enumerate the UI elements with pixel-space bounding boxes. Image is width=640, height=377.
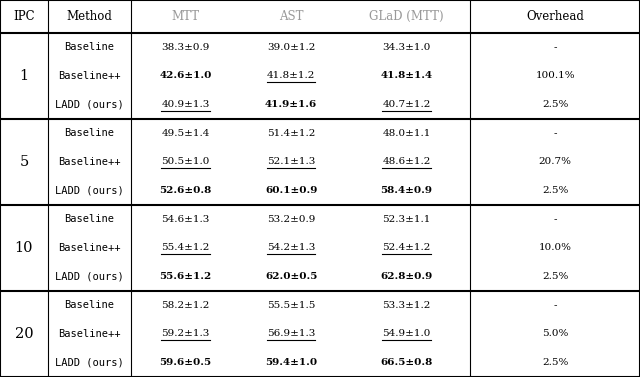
Text: Baseline++: Baseline++ [58, 243, 121, 253]
Text: 20.7%: 20.7% [539, 157, 572, 166]
Text: Baseline: Baseline [65, 128, 115, 138]
Text: 53.3±1.2: 53.3±1.2 [382, 301, 431, 310]
Text: Baseline++: Baseline++ [58, 157, 121, 167]
Text: Baseline: Baseline [65, 300, 115, 310]
Text: 52.3±1.1: 52.3±1.1 [382, 215, 431, 224]
Text: 53.2±0.9: 53.2±0.9 [267, 215, 316, 224]
Text: LADD (ours): LADD (ours) [55, 185, 124, 196]
Text: Method: Method [67, 10, 113, 23]
Text: Baseline: Baseline [65, 214, 115, 224]
Text: 59.2±1.3: 59.2±1.3 [161, 329, 210, 339]
Text: -: - [554, 215, 557, 224]
Text: 51.4±1.2: 51.4±1.2 [267, 129, 316, 138]
Text: 34.3±1.0: 34.3±1.0 [382, 43, 431, 52]
Text: 52.6±0.8: 52.6±0.8 [159, 186, 212, 195]
Text: 2.5%: 2.5% [542, 272, 568, 281]
Text: 48.6±1.2: 48.6±1.2 [382, 157, 431, 166]
Text: 5.0%: 5.0% [542, 329, 568, 339]
Text: 54.6±1.3: 54.6±1.3 [161, 215, 210, 224]
Text: -: - [554, 129, 557, 138]
Text: Overhead: Overhead [526, 10, 584, 23]
Text: 39.0±1.2: 39.0±1.2 [267, 43, 316, 52]
Text: 40.7±1.2: 40.7±1.2 [382, 100, 431, 109]
Text: 48.0±1.1: 48.0±1.1 [382, 129, 431, 138]
Text: 58.2±1.2: 58.2±1.2 [161, 301, 210, 310]
Text: 50.5±1.0: 50.5±1.0 [161, 157, 210, 166]
Text: 66.5±0.8: 66.5±0.8 [380, 358, 433, 367]
Text: 49.5±1.4: 49.5±1.4 [161, 129, 210, 138]
Text: GLaD (MTT): GLaD (MTT) [369, 10, 444, 23]
Text: 38.3±0.9: 38.3±0.9 [161, 43, 210, 52]
Text: MTT: MTT [172, 10, 200, 23]
Text: Baseline++: Baseline++ [58, 329, 121, 339]
Text: 54.9±1.0: 54.9±1.0 [382, 329, 431, 339]
Text: 41.9±1.6: 41.9±1.6 [265, 100, 317, 109]
Text: Baseline: Baseline [65, 42, 115, 52]
Text: -: - [554, 43, 557, 52]
Text: 2.5%: 2.5% [542, 100, 568, 109]
Text: 2.5%: 2.5% [542, 186, 568, 195]
Text: 41.8±1.4: 41.8±1.4 [380, 71, 433, 80]
Text: Baseline++: Baseline++ [58, 71, 121, 81]
Text: 10: 10 [15, 241, 33, 255]
Text: 2.5%: 2.5% [542, 358, 568, 367]
Text: 100.1%: 100.1% [536, 71, 575, 80]
Text: 62.0±0.5: 62.0±0.5 [265, 272, 317, 281]
Text: 52.1±1.3: 52.1±1.3 [267, 157, 316, 166]
Text: 20: 20 [15, 327, 33, 341]
Text: 56.9±1.3: 56.9±1.3 [267, 329, 316, 339]
Text: -: - [554, 301, 557, 310]
Text: 62.8±0.9: 62.8±0.9 [380, 272, 433, 281]
Text: 54.2±1.3: 54.2±1.3 [267, 244, 316, 253]
Text: 59.6±0.5: 59.6±0.5 [159, 358, 212, 367]
Text: LADD (ours): LADD (ours) [55, 358, 124, 368]
Text: 55.6±1.2: 55.6±1.2 [159, 272, 212, 281]
Text: 1: 1 [19, 69, 29, 83]
Text: 5: 5 [19, 155, 29, 169]
Text: 52.4±1.2: 52.4±1.2 [382, 244, 431, 253]
Text: 40.9±1.3: 40.9±1.3 [161, 100, 210, 109]
Text: 60.1±0.9: 60.1±0.9 [265, 186, 317, 195]
Text: 59.4±1.0: 59.4±1.0 [265, 358, 317, 367]
Text: 55.4±1.2: 55.4±1.2 [161, 244, 210, 253]
Text: 41.8±1.2: 41.8±1.2 [267, 71, 316, 80]
Text: 42.6±1.0: 42.6±1.0 [159, 71, 212, 80]
Text: 55.5±1.5: 55.5±1.5 [267, 301, 316, 310]
Text: 10.0%: 10.0% [539, 244, 572, 253]
Text: IPC: IPC [13, 10, 35, 23]
Text: LADD (ours): LADD (ours) [55, 100, 124, 109]
Text: 58.4±0.9: 58.4±0.9 [380, 186, 433, 195]
Text: LADD (ours): LADD (ours) [55, 271, 124, 282]
Text: AST: AST [279, 10, 303, 23]
